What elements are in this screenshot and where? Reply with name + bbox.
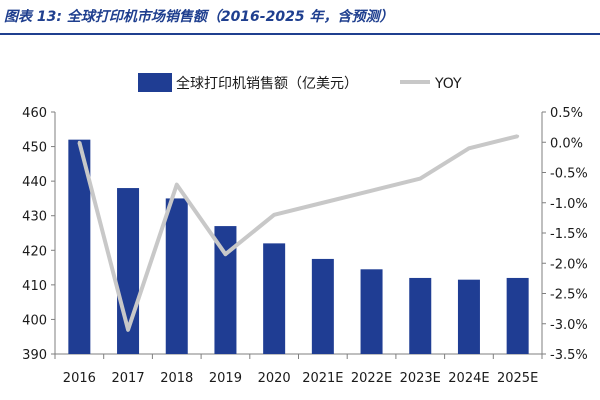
title-rule: [0, 33, 600, 35]
yoy-point-2018: [175, 183, 179, 187]
bar-2023E: [409, 277, 432, 354]
legend-bar-swatch: [138, 73, 172, 92]
x-axis-ticks: 2016 2017 2018 2019 2020 2021E 2022E 2023E 2024E…: [54, 354, 543, 386]
right-tick-label: -1.0%: [550, 197, 588, 212]
x-tick-label: 2023E: [400, 371, 441, 386]
yoy-point-2023E: [418, 177, 422, 181]
x-tick-label: 2022E: [351, 371, 392, 386]
x-tick-label: 2017: [112, 371, 145, 386]
yoy-point-2022E: [370, 189, 374, 193]
right-tick-label: -3.0%: [550, 318, 588, 333]
yoy-point-2024E: [467, 146, 471, 150]
figure-title: 图表 13: 全球打印机市场销售额（2016-2025 年，含预测）: [4, 9, 394, 25]
yoy-point-2017: [126, 328, 130, 332]
bars: [68, 139, 529, 354]
left-tick-label: 440: [22, 175, 47, 190]
figure-header: 图表 13: 全球打印机市场销售额（2016-2025 年，含预测）: [0, 0, 600, 36]
bar-2016: [68, 139, 91, 354]
right-axis-ticks: -3.5% -3.0% -2.5% -2.0% -1.5% -1.0% -0.5% 0.0% 0…: [542, 106, 588, 363]
bar-2019: [214, 226, 237, 354]
left-tick-label: 460: [22, 106, 47, 121]
x-tick-label: 2025E: [497, 371, 538, 386]
left-tick-label: 420: [22, 244, 47, 259]
x-tick-label: 2018: [160, 371, 193, 386]
yoy-point-2019: [223, 252, 227, 256]
bar-2022E: [360, 269, 383, 354]
right-tick-label: -3.5%: [550, 348, 588, 363]
x-tick-label: 2020: [258, 371, 291, 386]
right-tick-label: 0.0%: [550, 136, 583, 151]
yoy-point-2020: [272, 213, 276, 217]
yoy-line: [77, 134, 519, 332]
left-tick-label: 450: [22, 141, 47, 156]
bar-2024E: [457, 279, 480, 354]
x-tick-label: 2016: [63, 371, 96, 386]
bar-2018: [165, 198, 188, 354]
bar-2020: [263, 243, 286, 354]
bar-2021E: [311, 258, 334, 354]
bar-2025E: [506, 277, 529, 354]
left-tick-label: 410: [22, 279, 47, 294]
right-tick-label: -1.5%: [550, 227, 588, 242]
x-tick-label: 2021E: [302, 371, 343, 386]
x-tick-label: 2024E: [448, 371, 489, 386]
legend: 全球打印机销售额（亿美元） YOY: [138, 73, 462, 92]
right-tick-label: -2.5%: [550, 288, 588, 303]
right-tick-label: -2.0%: [550, 257, 588, 272]
yoy-point-2016: [77, 140, 81, 144]
left-axis-ticks: 390 400 410 420 430 440 450 460: [22, 106, 55, 363]
right-tick-label: 0.5%: [550, 106, 583, 121]
left-tick-label: 430: [22, 210, 47, 225]
legend-bar-label: 全球打印机销售额（亿美元）: [176, 75, 358, 92]
legend-line-label: YOY: [434, 76, 462, 92]
yoy-point-2021E: [321, 201, 325, 205]
right-tick-label: -0.5%: [550, 167, 588, 182]
left-tick-label: 390: [22, 348, 47, 363]
left-tick-label: 400: [22, 313, 47, 328]
x-tick-label: 2019: [209, 371, 242, 386]
yoy-line-group: [77, 134, 520, 332]
yoy-point-2025E: [516, 134, 520, 138]
